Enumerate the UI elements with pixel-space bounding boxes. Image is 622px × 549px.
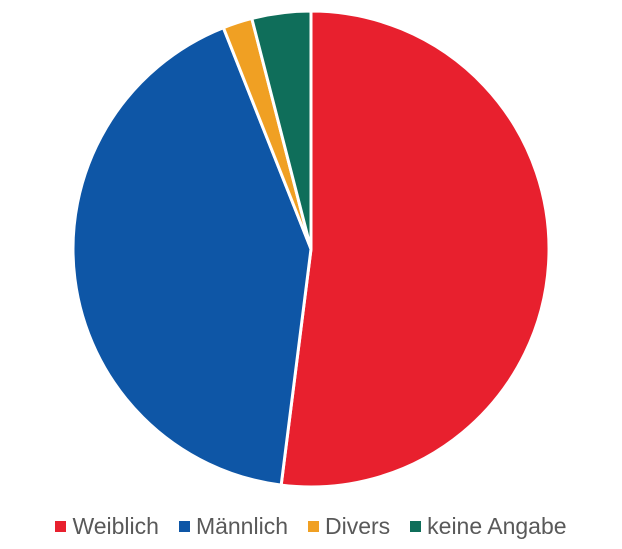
legend-item-keine-angabe: keine Angabe [410, 512, 567, 539]
pie-slice-weiblich [279, 9, 551, 489]
legend-label-maennlich: Männlich [195, 512, 288, 539]
legend-label-keine-angabe: keine Angabe [427, 512, 567, 539]
legend-item-weiblich: Weiblich [55, 512, 159, 539]
pie-slice-keine-angabe [250, 9, 313, 251]
pie-plot-area [71, 9, 551, 489]
legend-swatch-divers [307, 520, 319, 532]
pie-slice-maennlich [71, 26, 313, 487]
legend-item-divers: Divers [307, 512, 391, 539]
legend: Weiblich Männlich Divers keine Angabe [0, 508, 622, 544]
legend-label-weiblich: Weiblich [72, 512, 159, 539]
legend-swatch-weiblich [55, 520, 67, 532]
legend-item-maennlich: Männlich [178, 512, 288, 539]
legend-swatch-maennlich [178, 520, 190, 532]
legend-swatch-keine-angabe [410, 520, 422, 532]
legend-label-divers: Divers [324, 512, 391, 539]
